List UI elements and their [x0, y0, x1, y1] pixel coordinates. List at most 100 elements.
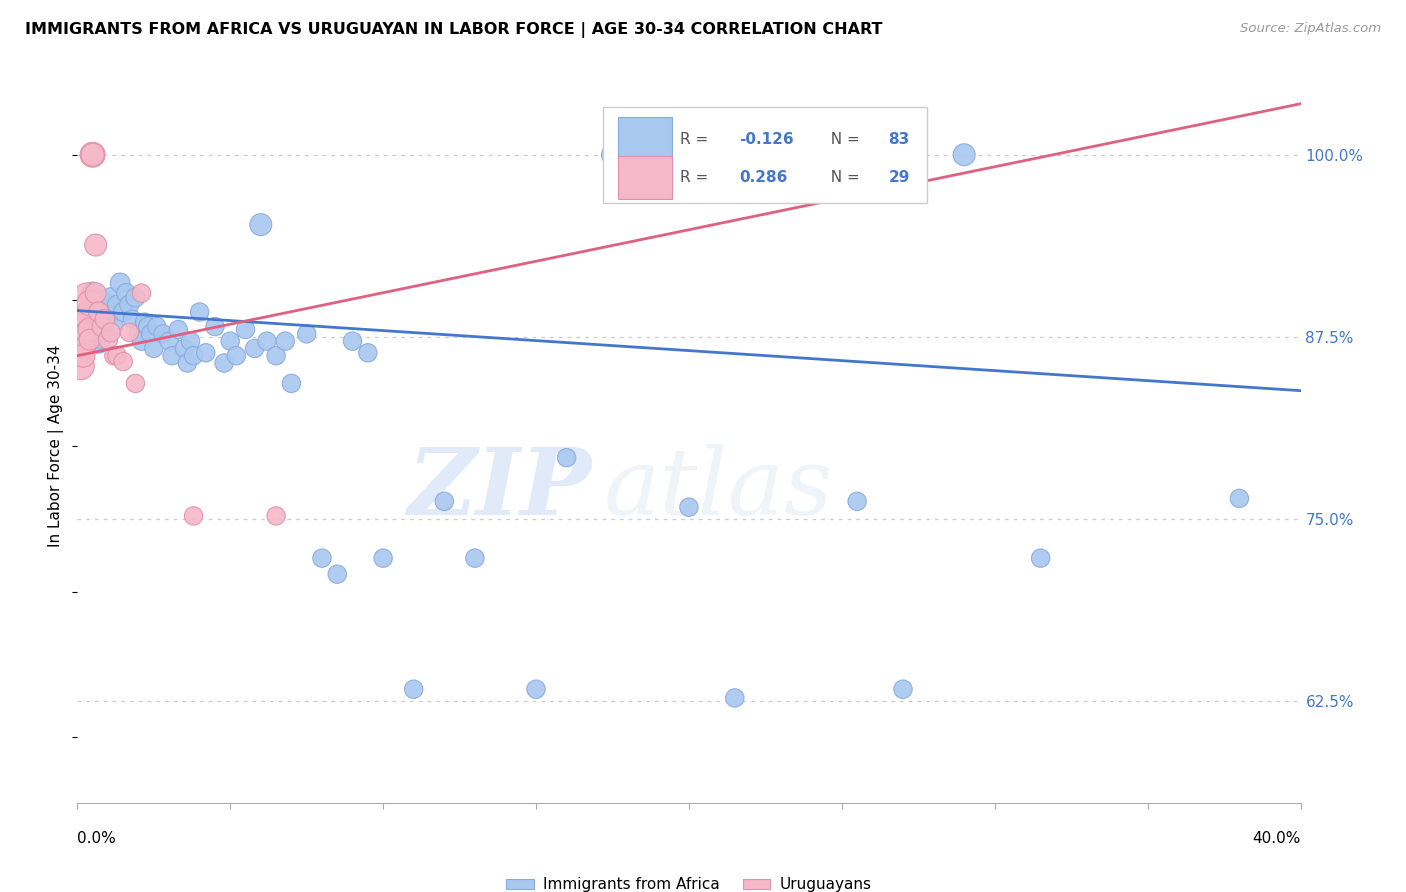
Text: N =: N = [821, 132, 865, 146]
Point [84, 238, 107, 252]
Point [76, 326, 98, 340]
Point [72, 330, 94, 344]
Point [769, 147, 792, 161]
Text: 0.0%: 0.0% [77, 831, 117, 847]
Point [433, 494, 456, 508]
Point [131, 334, 153, 348]
Point [90, 322, 112, 336]
Legend: Immigrants from Africa, Uruguayans: Immigrants from Africa, Uruguayans [501, 871, 877, 892]
Point [326, 567, 349, 582]
Point [142, 342, 165, 356]
Point [79, 296, 101, 310]
Point [139, 326, 162, 341]
Point [188, 305, 211, 319]
Text: 40.0%: 40.0% [1253, 831, 1301, 847]
Point [124, 376, 146, 391]
Point [87, 318, 110, 332]
Point [103, 349, 125, 363]
Point [97, 312, 120, 326]
Point [124, 290, 146, 304]
Point [167, 322, 190, 336]
Text: atlas: atlas [603, 444, 832, 533]
Point [1029, 551, 1052, 566]
Point [631, 147, 654, 161]
Text: IMMIGRANTS FROM AFRICA VS URUGUAYAN IN LABOR FORCE | AGE 30-34 CORRELATION CHART: IMMIGRANTS FROM AFRICA VS URUGUAYAN IN L… [25, 22, 883, 38]
Text: ZIP: ZIP [406, 444, 591, 533]
Point [524, 682, 547, 697]
Point [94, 303, 117, 318]
Point [280, 376, 302, 391]
Point [225, 349, 247, 363]
Point [82, 286, 104, 301]
Point [264, 349, 287, 363]
Point [121, 312, 143, 326]
Point [69, 340, 91, 354]
Point [152, 326, 174, 341]
Point [82, 147, 104, 161]
Text: 83: 83 [889, 132, 910, 146]
Point [90, 308, 112, 322]
Point [311, 551, 333, 566]
Point [76, 326, 98, 340]
Point [103, 319, 125, 334]
Y-axis label: In Labor Force | Age 30-34: In Labor Force | Age 30-34 [48, 344, 65, 548]
Point [183, 349, 205, 363]
Point [678, 500, 700, 515]
Text: 29: 29 [889, 170, 910, 185]
Point [87, 305, 110, 319]
Point [264, 508, 287, 523]
Point [105, 298, 128, 312]
Point [131, 286, 153, 301]
Point [194, 346, 217, 360]
Point [87, 326, 110, 340]
Point [235, 322, 257, 336]
Point [72, 326, 94, 340]
Point [724, 690, 747, 705]
Point [953, 147, 976, 161]
Point [146, 319, 169, 334]
Point [160, 349, 183, 363]
Point [243, 342, 266, 356]
Point [69, 330, 91, 344]
Point [87, 337, 110, 351]
Point [157, 334, 180, 348]
Point [100, 290, 122, 304]
Point [256, 334, 278, 348]
Point [274, 334, 297, 348]
Text: N =: N = [821, 170, 865, 185]
Point [402, 682, 425, 697]
Point [69, 322, 91, 336]
Point [183, 508, 205, 523]
Point [82, 333, 104, 347]
Point [136, 319, 159, 334]
Point [72, 308, 94, 322]
Point [105, 349, 128, 363]
Point [602, 147, 624, 161]
Point [79, 333, 101, 347]
Point [118, 298, 141, 312]
Point [118, 326, 141, 340]
Point [69, 359, 91, 373]
FancyBboxPatch shape [619, 156, 672, 199]
Text: 0.286: 0.286 [740, 170, 787, 185]
Text: Source: ZipAtlas.com: Source: ZipAtlas.com [1240, 22, 1381, 36]
Point [115, 286, 138, 301]
FancyBboxPatch shape [603, 107, 928, 203]
Point [79, 315, 101, 329]
Point [1229, 491, 1251, 506]
Point [176, 356, 198, 370]
Point [891, 682, 914, 697]
Point [90, 319, 112, 334]
Point [173, 342, 195, 356]
Point [357, 346, 380, 360]
Point [94, 312, 117, 326]
Point [82, 308, 104, 322]
Point [846, 494, 869, 508]
Point [94, 319, 117, 334]
Point [295, 326, 318, 341]
Point [555, 450, 578, 465]
Text: R =: R = [681, 132, 718, 146]
Point [76, 337, 98, 351]
Point [87, 301, 110, 315]
Point [134, 315, 156, 329]
